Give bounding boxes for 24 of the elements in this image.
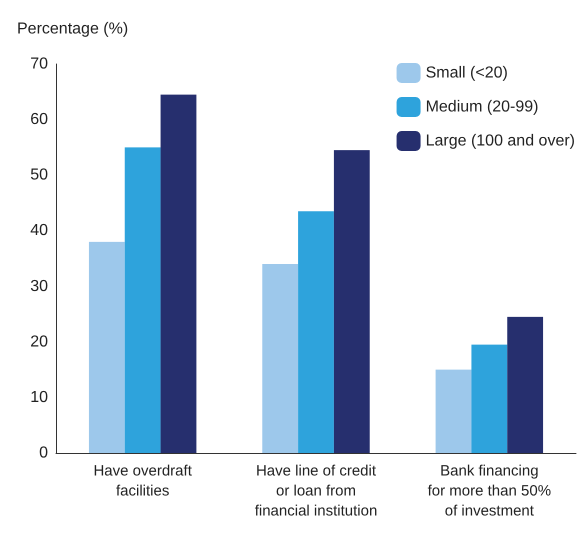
- y-tick-label: 40: [30, 222, 48, 240]
- bar: [160, 94, 196, 453]
- y-tick-label: 20: [30, 333, 48, 350]
- x-tick-label: Have overdraft facilities: [93, 462, 193, 500]
- y-tick-label: 60: [30, 111, 48, 128]
- x-tick-label: Bank financing for more than 50% of investment: [428, 462, 552, 520]
- legend-label: Small (<20): [426, 64, 508, 82]
- bar: [436, 370, 472, 453]
- y-tick-label: 0: [39, 444, 48, 462]
- y-tick-label: 50: [30, 166, 48, 184]
- y-axis-title: Percentage (%): [17, 20, 128, 38]
- bar: [262, 264, 298, 453]
- bar: [471, 344, 508, 453]
- legend-label: Large (100 and over): [426, 132, 576, 150]
- bar: [298, 211, 334, 453]
- y-tick-label: 30: [30, 278, 48, 295]
- bar: [334, 150, 370, 453]
- y-tick-label: 70: [30, 56, 48, 72]
- bar: [124, 147, 161, 453]
- bar: [507, 316, 544, 453]
- x-tick-label: Have line of credit or loan from financial institution: [254, 462, 378, 520]
- legend-label: Medium (20-99): [426, 98, 539, 116]
- bar: [88, 242, 125, 453]
- y-tick-label: 10: [30, 388, 48, 406]
